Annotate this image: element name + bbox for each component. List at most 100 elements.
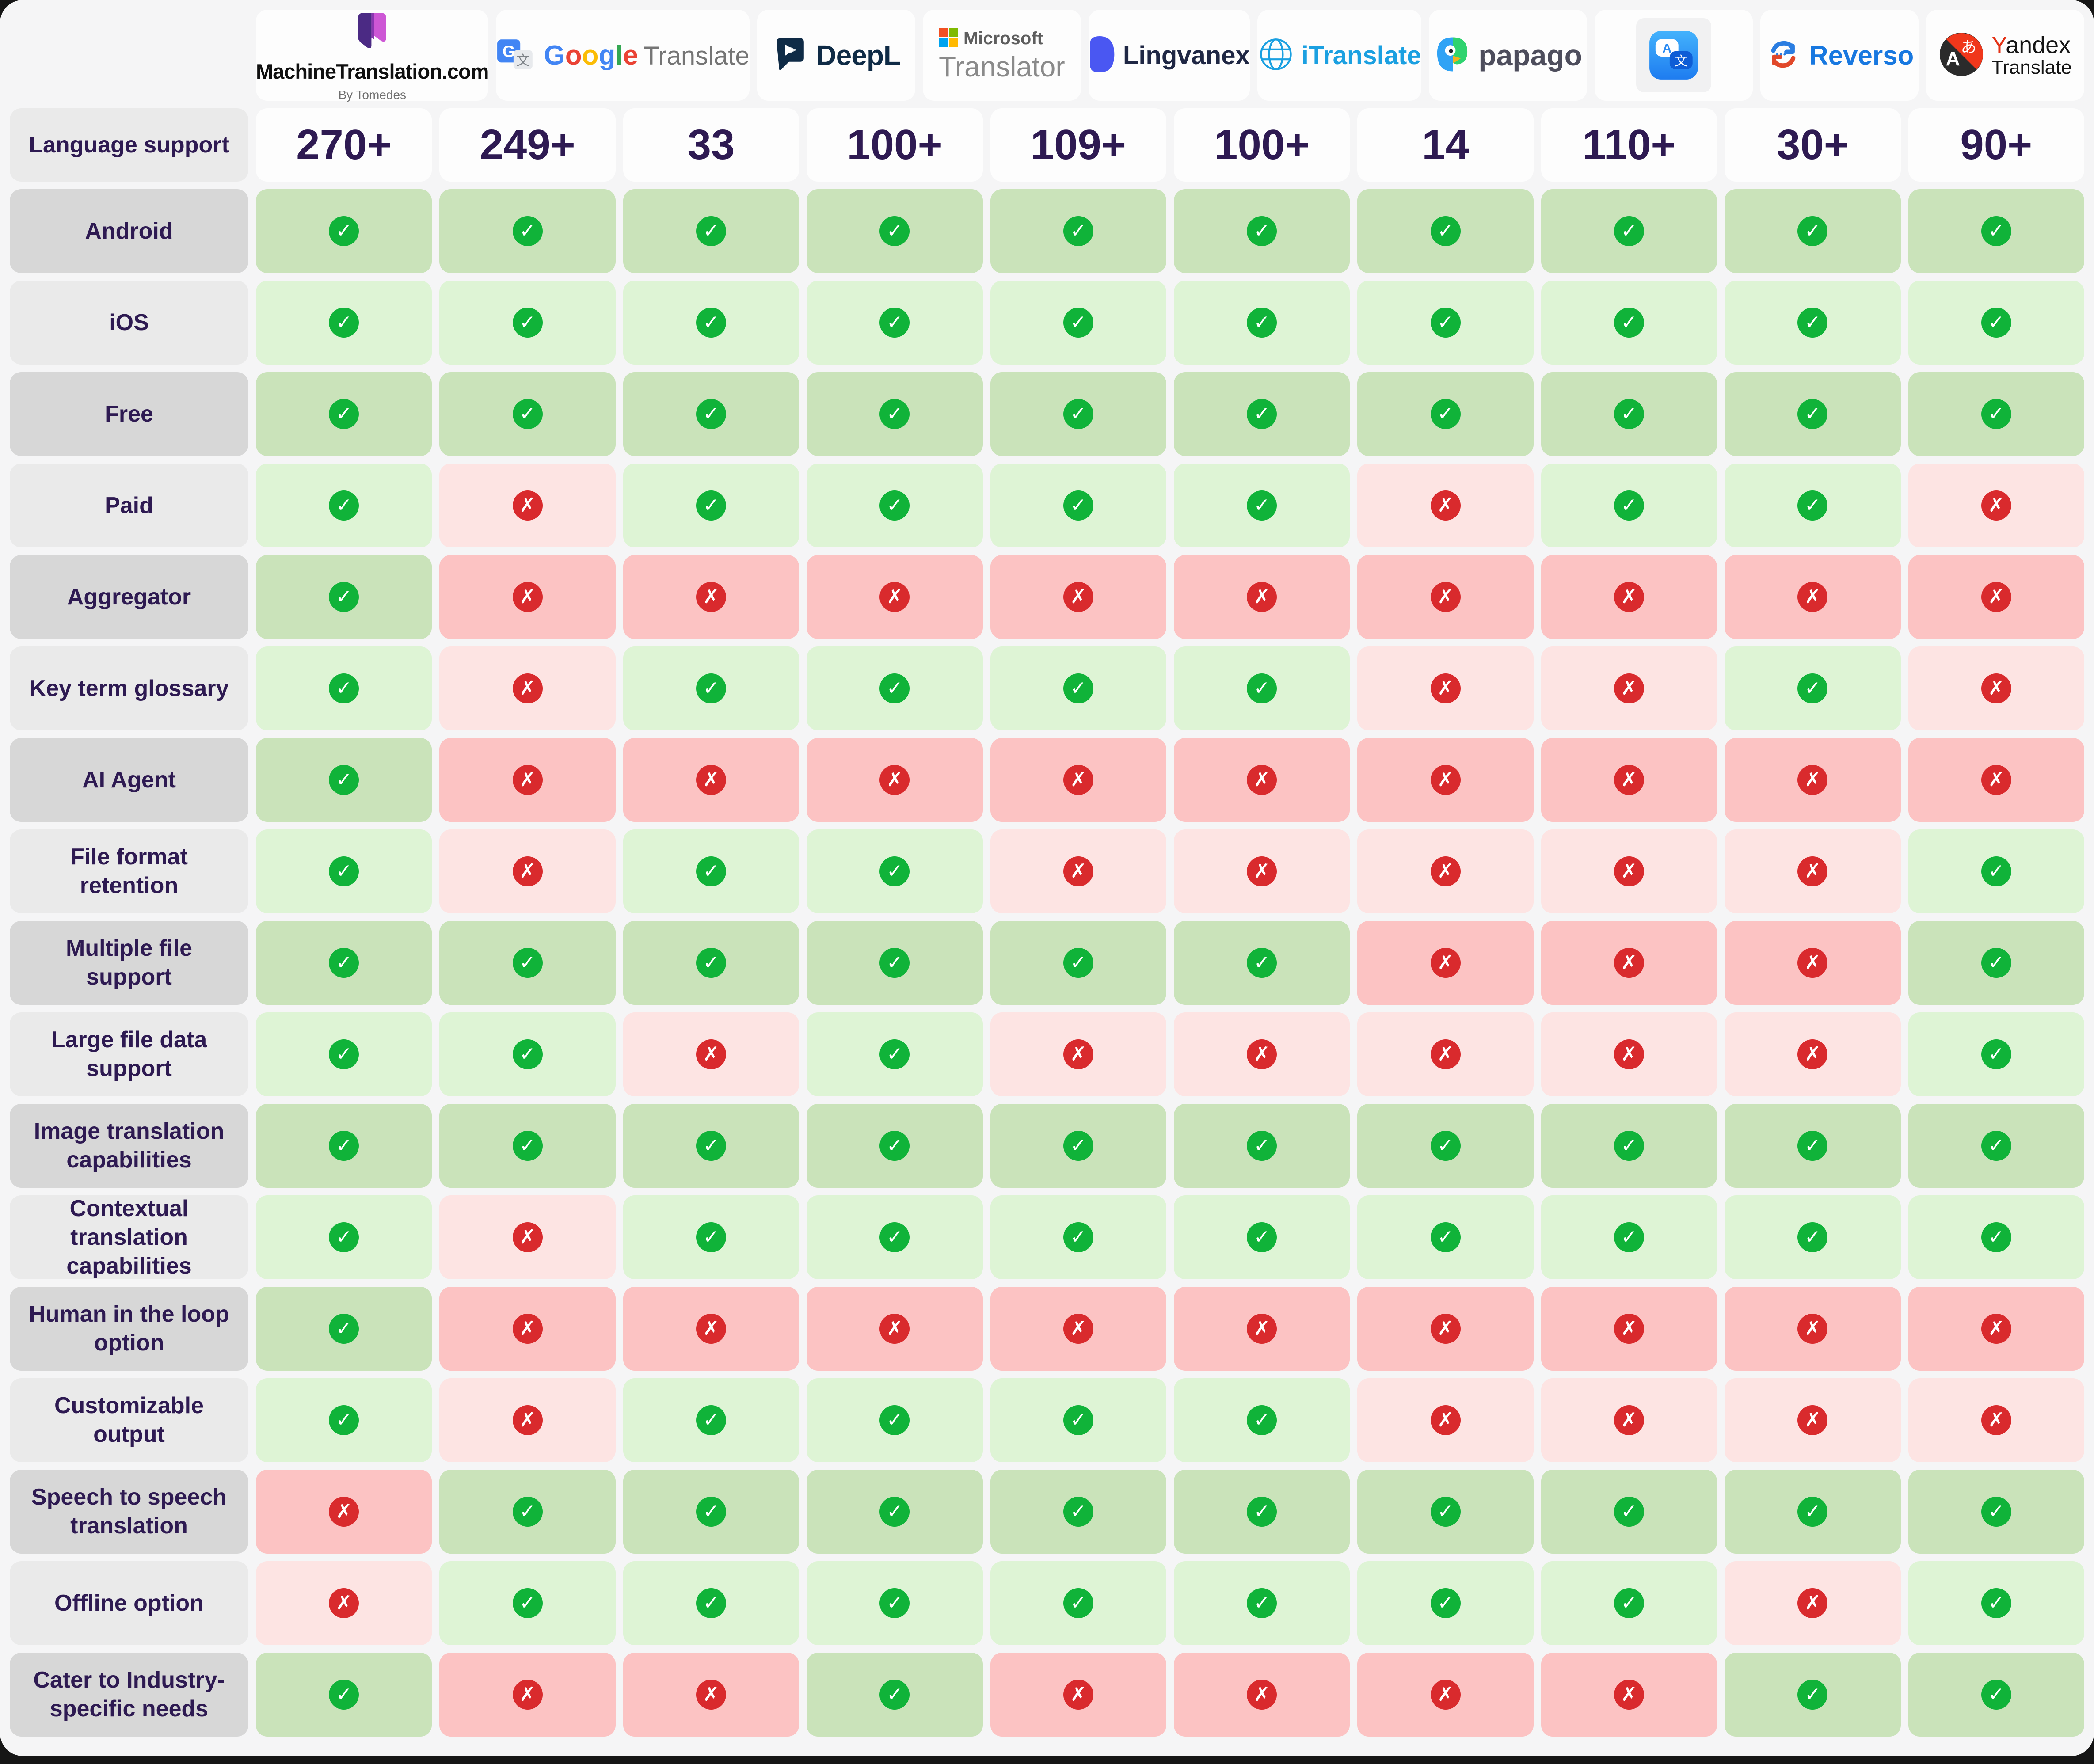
cross-icon: ✗: [512, 582, 543, 612]
yandex-kana-glyph: あ: [1961, 38, 1977, 56]
google-translate-wordmark: Translate: [643, 41, 750, 70]
feature-cell: ✓: [256, 1012, 432, 1096]
feature-cell: ✓: [1908, 829, 2084, 913]
feature-cell: ✗: [1725, 829, 1901, 913]
cross-icon: ✗: [1614, 948, 1644, 978]
cross-icon: ✗: [696, 582, 726, 612]
feature-row: Speech to speech translation ✗ ✓ ✓ ✓ ✓ ✓…: [10, 1470, 2084, 1554]
check-icon: ✓: [329, 216, 359, 246]
feature-cell: ✓: [1541, 1470, 1717, 1554]
feature-cell: ✓: [623, 1561, 800, 1645]
feature-cell: ✓: [1541, 372, 1717, 456]
feature-cell: ✓: [990, 189, 1166, 273]
feature-row: Large file data support ✓ ✓ ✗ ✓ ✗ ✗ ✗ ✗ …: [10, 1012, 2084, 1096]
feature-cell: ✓: [623, 646, 800, 730]
feature-cell: ✗: [623, 1012, 800, 1096]
feature-cell: ✗: [1725, 1378, 1901, 1462]
language-count-reverso: 30+: [1725, 108, 1901, 182]
cross-icon: ✗: [512, 856, 543, 886]
cross-icon: ✗: [1614, 1405, 1644, 1435]
cross-icon: ✗: [1063, 856, 1093, 886]
check-icon: ✓: [879, 856, 910, 886]
feature-row: Cater to Industry-specific needs ✓ ✗ ✗ ✓…: [10, 1653, 2084, 1737]
feature-cell: ✓: [1725, 281, 1901, 365]
column-header-lingvanex: Lingvanex: [1088, 10, 1250, 101]
feature-cell: ✗: [807, 1287, 983, 1371]
check-icon: ✓: [1981, 1222, 2011, 1252]
column-header-yandex-translate: A あ Yandex Translate: [1926, 10, 2084, 101]
feature-cell: ✓: [1908, 1653, 2084, 1737]
column-header-apple-translate: A 文: [1594, 10, 1753, 101]
check-icon: ✓: [696, 856, 726, 886]
language-count-deepl: 33: [623, 108, 800, 182]
feature-cell: ✓: [1541, 464, 1717, 547]
cross-icon: ✗: [1063, 765, 1093, 795]
yandex-translate-icon: A あ: [1938, 31, 1984, 80]
check-icon: ✓: [1797, 399, 1828, 429]
cross-icon: ✗: [1430, 673, 1461, 703]
feature-cell: ✓: [256, 829, 432, 913]
feature-cell: ✗: [1357, 464, 1534, 547]
corner-spacer: [10, 10, 248, 101]
feature-cell: ✓: [1908, 189, 2084, 273]
google-letter: l: [615, 40, 623, 71]
machinetranslation-icon: [351, 8, 393, 55]
feature-cell: ✓: [1908, 921, 2084, 1005]
check-icon: ✓: [1063, 1131, 1093, 1161]
check-icon: ✓: [1981, 1131, 2011, 1161]
cross-icon: ✗: [512, 1222, 543, 1252]
check-icon: ✓: [696, 490, 726, 521]
check-icon: ✓: [879, 308, 910, 338]
cross-icon: ✗: [1247, 1680, 1277, 1710]
cross-icon: ✗: [512, 673, 543, 703]
language-count-microsoft-translator: 100+: [807, 108, 983, 182]
feature-cell: ✓: [807, 189, 983, 273]
feature-cell: ✓: [990, 1104, 1166, 1188]
check-icon: ✓: [1981, 1497, 2011, 1527]
cross-icon: ✗: [1430, 1405, 1461, 1435]
check-icon: ✓: [1614, 308, 1644, 338]
feature-cell: ✓: [1357, 1195, 1534, 1279]
check-icon: ✓: [1797, 673, 1828, 703]
cross-icon: ✗: [696, 765, 726, 795]
feature-cell: ✓: [623, 464, 800, 547]
cross-icon: ✗: [1797, 1039, 1828, 1069]
cross-icon: ✗: [1797, 765, 1828, 795]
feature-cell: ✗: [439, 738, 616, 822]
check-icon: ✓: [329, 765, 359, 795]
feature-cell: ✗: [1173, 555, 1350, 639]
cross-icon: ✗: [1063, 1039, 1093, 1069]
check-icon: ✓: [1797, 308, 1828, 338]
cross-icon: ✗: [1797, 1405, 1828, 1435]
feature-cell: ✗: [1541, 555, 1717, 639]
feature-cell: ✓: [439, 921, 616, 1005]
check-icon: ✓: [696, 308, 726, 338]
feature-label: File format retention: [10, 829, 248, 913]
check-icon: ✓: [1614, 1131, 1644, 1161]
feature-cell: ✗: [990, 1287, 1166, 1371]
cross-icon: ✗: [1981, 765, 2011, 795]
feature-cell: ✓: [1725, 464, 1901, 547]
check-icon: ✓: [1614, 1222, 1644, 1252]
check-icon: ✓: [329, 399, 359, 429]
feature-cell: ✓: [1725, 189, 1901, 273]
feature-cell: ✗: [1908, 646, 2084, 730]
check-icon: ✓: [1614, 399, 1644, 429]
cross-icon: ✗: [1247, 582, 1277, 612]
feature-row: Offline option ✗ ✓ ✓ ✓ ✓ ✓ ✓ ✓ ✗ ✓: [10, 1561, 2084, 1645]
logo-header-row: MachineTranslation.com By Tomedes G 文 Go…: [10, 8, 2084, 102]
check-icon: ✓: [1981, 856, 2011, 886]
cross-icon: ✗: [512, 490, 543, 521]
feature-cell: ✓: [623, 372, 800, 456]
cross-icon: ✗: [1247, 1039, 1277, 1069]
check-icon: ✓: [329, 1039, 359, 1069]
feature-cell: ✗: [1541, 829, 1717, 913]
feature-cell: ✗: [1541, 1012, 1717, 1096]
check-icon: ✓: [1247, 216, 1277, 246]
feature-label: iOS: [10, 281, 248, 365]
feature-cell: ✓: [807, 1561, 983, 1645]
check-icon: ✓: [879, 216, 910, 246]
check-icon: ✓: [879, 673, 910, 703]
check-icon: ✓: [1247, 490, 1277, 521]
